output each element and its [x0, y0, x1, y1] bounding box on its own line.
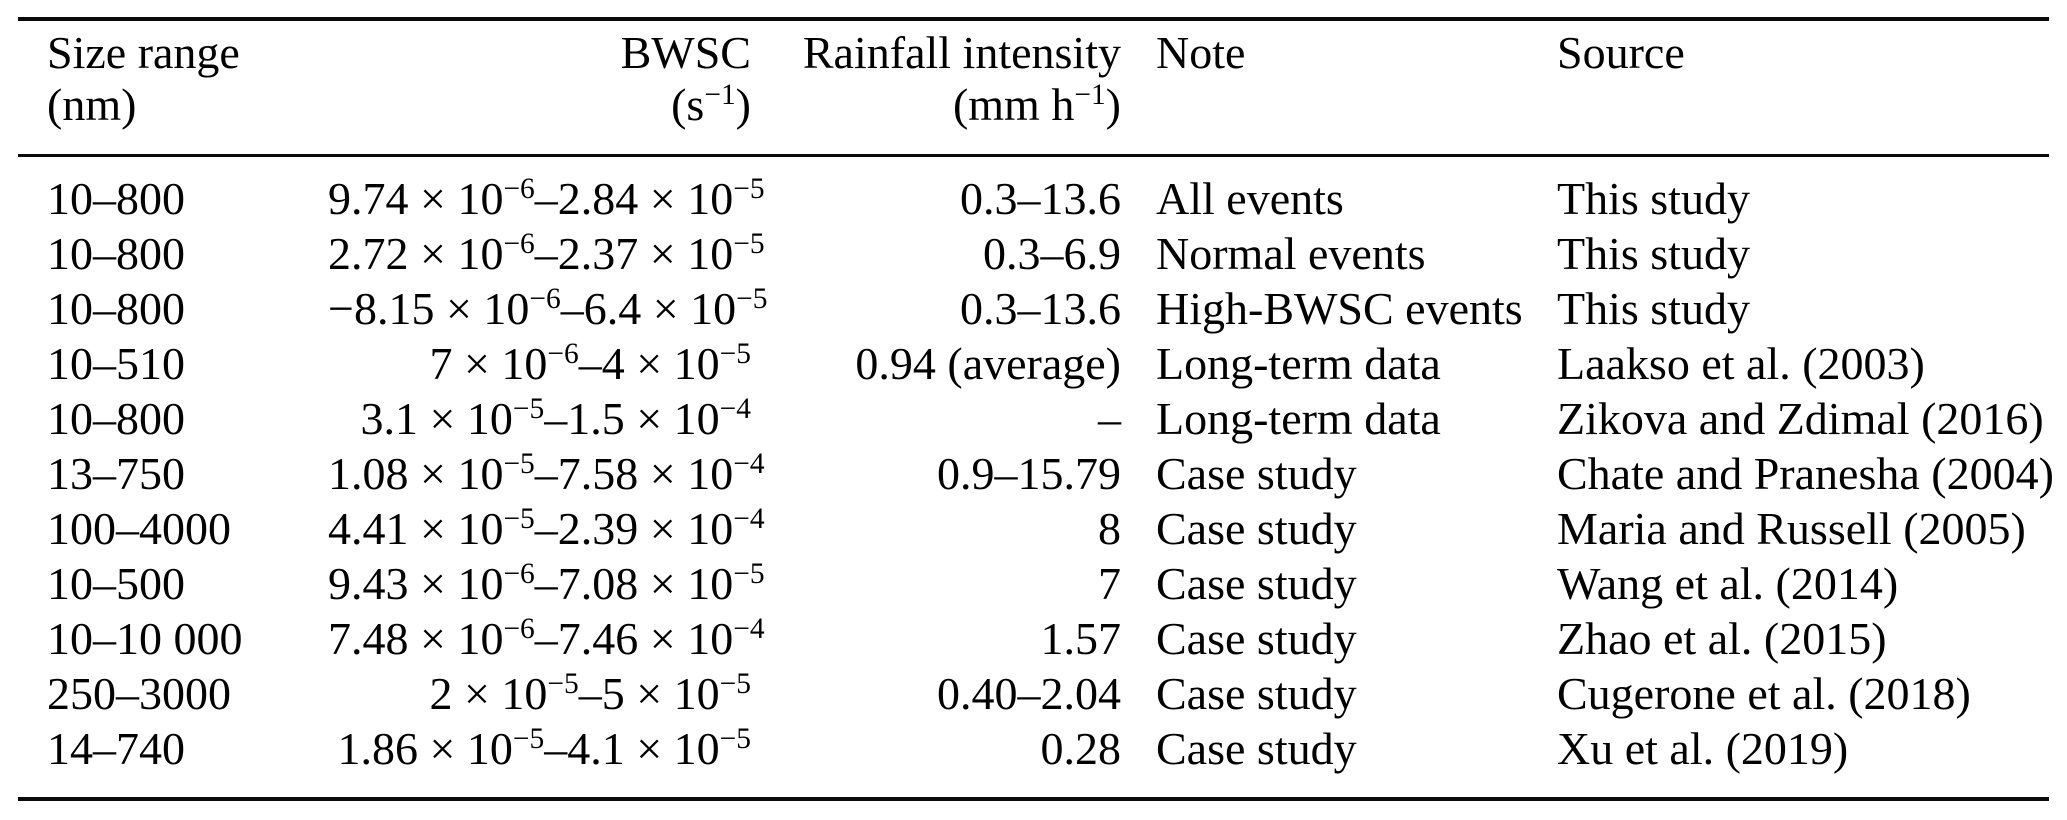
header-bwsc-unit: (s−1) — [671, 78, 751, 130]
column-header-note: Note — [1121, 19, 1557, 157]
column-header-size-range: Size range (nm) — [18, 19, 328, 157]
cell-bwsc: 2 × 10−5–5 × 10−5 — [429, 667, 751, 719]
cell-rainfall-intensity: – — [1098, 393, 1121, 444]
cell-bwsc: 3.1 × 10−5–1.5 × 10−4 — [360, 392, 751, 444]
cell-bwsc: 9.74 × 10−6–2.84 × 10−5 — [328, 172, 765, 224]
header-source-label: Source — [1557, 27, 1685, 78]
header-rainfall-label: Rainfall intensity — [802, 27, 1121, 78]
cell-note: Case study — [1156, 558, 1357, 609]
cell-size-range: 10–500 — [47, 558, 185, 609]
column-header-rainfall-intensity: Rainfall intensity (mm h−1) — [751, 19, 1121, 157]
table-row: 10–800 3.1 × 10−5–1.5 × 10−4 – Long-term… — [18, 391, 2049, 446]
cell-bwsc: 2.72 × 10−6–2.37 × 10−5 — [328, 227, 765, 279]
cell-rainfall-intensity: 0.3–13.6 — [960, 283, 1121, 334]
header-size-range-unit: (nm) — [47, 79, 137, 130]
table-row: 250–3000 2 × 10−5–5 × 10−5 0.40–2.04 Cas… — [18, 666, 2049, 721]
cell-size-range: 10–800 — [47, 283, 185, 334]
table-row: 100–4000 4.41 × 10−5–2.39 × 10−4 8 Case … — [18, 501, 2049, 556]
cell-size-range: 10–10 000 — [47, 613, 243, 664]
cell-rainfall-intensity: 0.94 (average) — [855, 338, 1121, 389]
cell-size-range: 10–800 — [47, 393, 185, 444]
cell-size-range: 14–740 — [47, 723, 185, 774]
cell-bwsc: 7 × 10−6–4 × 10−5 — [429, 337, 751, 389]
table-row: 10–510 7 × 10−6–4 × 10−5 0.94 (average) … — [18, 336, 2049, 391]
cell-note: Normal events — [1156, 228, 1426, 279]
table-row: 10–800 9.74 × 10−6–2.84 × 10−5 0.3–13.6 … — [18, 156, 2049, 227]
column-header-source: Source — [1557, 19, 2049, 157]
cell-source: This study — [1557, 228, 1750, 279]
cell-source: Zikova and Zdimal (2016) — [1557, 393, 2044, 444]
cell-source: Wang et al. (2014) — [1557, 558, 1899, 609]
table-row: 10–800 −8.15 × 10−6–6.4 × 10−5 0.3–13.6 … — [18, 281, 2049, 336]
cell-size-range: 10–510 — [47, 338, 185, 389]
cell-source: This study — [1557, 173, 1750, 224]
cell-bwsc: 4.41 × 10−5–2.39 × 10−4 — [328, 502, 765, 554]
cell-note: Case study — [1156, 668, 1357, 719]
cell-size-range: 10–800 — [47, 173, 185, 224]
cell-note: Case study — [1156, 448, 1357, 499]
cell-note: Long-term data — [1156, 393, 1441, 444]
cell-rainfall-intensity: 0.9–15.79 — [937, 448, 1121, 499]
cell-rainfall-intensity: 8 — [1098, 503, 1121, 554]
cell-source: Cugerone et al. (2018) — [1557, 668, 1971, 719]
cell-note: Case study — [1156, 723, 1357, 774]
cell-bwsc: 1.08 × 10−5–7.58 × 10−4 — [328, 447, 765, 499]
cell-note: Long-term data — [1156, 338, 1441, 389]
cell-source: Xu et al. (2019) — [1557, 723, 1849, 774]
cell-rainfall-intensity: 7 — [1098, 558, 1121, 609]
cell-bwsc: −8.15 × 10−6–6.4 × 10−5 — [328, 282, 768, 334]
cell-source: Zhao et al. (2015) — [1557, 613, 1887, 664]
column-header-bwsc: BWSC (s−1) — [328, 19, 751, 157]
cell-source: This study — [1557, 283, 1750, 334]
cell-note: High-BWSC events — [1156, 283, 1523, 334]
cell-rainfall-intensity: 0.3–13.6 — [960, 173, 1121, 224]
cell-note: All events — [1156, 173, 1344, 224]
table-row: 10–10 000 7.48 × 10−6–7.46 × 10−4 1.57 C… — [18, 611, 2049, 666]
table-header: Size range (nm) BWSC (s−1) Rainfall inte… — [18, 19, 2049, 157]
table-row: 13–750 1.08 × 10−5–7.58 × 10−4 0.9–15.79… — [18, 446, 2054, 501]
cell-source: Laakso et al. (2003) — [1557, 338, 1925, 389]
cell-source: Maria and Russell (2005) — [1557, 503, 2026, 554]
header-row: Size range (nm) BWSC (s−1) Rainfall inte… — [18, 19, 2049, 157]
header-bwsc-label: BWSC — [620, 27, 751, 78]
cell-rainfall-intensity: 1.57 — [1040, 613, 1122, 664]
header-size-range-label: Size range — [47, 27, 240, 78]
cell-rainfall-intensity: 0.28 — [1040, 723, 1122, 774]
header-rainfall-unit: (mm h−1) — [952, 78, 1121, 130]
cell-rainfall-intensity: 0.40–2.04 — [937, 668, 1121, 719]
cell-size-range: 10–800 — [47, 228, 185, 279]
table-row: 10–800 2.72 × 10−6–2.37 × 10−5 0.3–6.9 N… — [18, 226, 2049, 281]
cell-size-range: 100–4000 — [47, 503, 231, 554]
cell-bwsc: 9.43 × 10−6–7.08 × 10−5 — [328, 557, 765, 609]
header-note-label: Note — [1156, 27, 1246, 78]
table-row: 10–500 9.43 × 10−6–7.08 × 10−5 7 Case st… — [18, 556, 2049, 611]
bwsc-comparison-table: Size range (nm) BWSC (s−1) Rainfall inte… — [18, 17, 2054, 801]
cell-size-range: 250–3000 — [47, 668, 231, 719]
cell-bwsc: 1.86 × 10−5–4.1 × 10−5 — [337, 722, 751, 774]
cell-bwsc: 7.48 × 10−6–7.46 × 10−4 — [328, 612, 765, 664]
cell-note: Case study — [1156, 503, 1357, 554]
cell-note: Case study — [1156, 613, 1357, 664]
cell-source: Chate and Pranesha (2004) — [1557, 448, 2054, 499]
cell-size-range: 13–750 — [47, 448, 185, 499]
cell-rainfall-intensity: 0.3–6.9 — [983, 228, 1121, 279]
table-body: 10–800 9.74 × 10−6–2.84 × 10−5 0.3–13.6 … — [18, 156, 2054, 800]
table-row: 14–740 1.86 × 10−5–4.1 × 10−5 0.28 Case … — [18, 721, 2049, 799]
